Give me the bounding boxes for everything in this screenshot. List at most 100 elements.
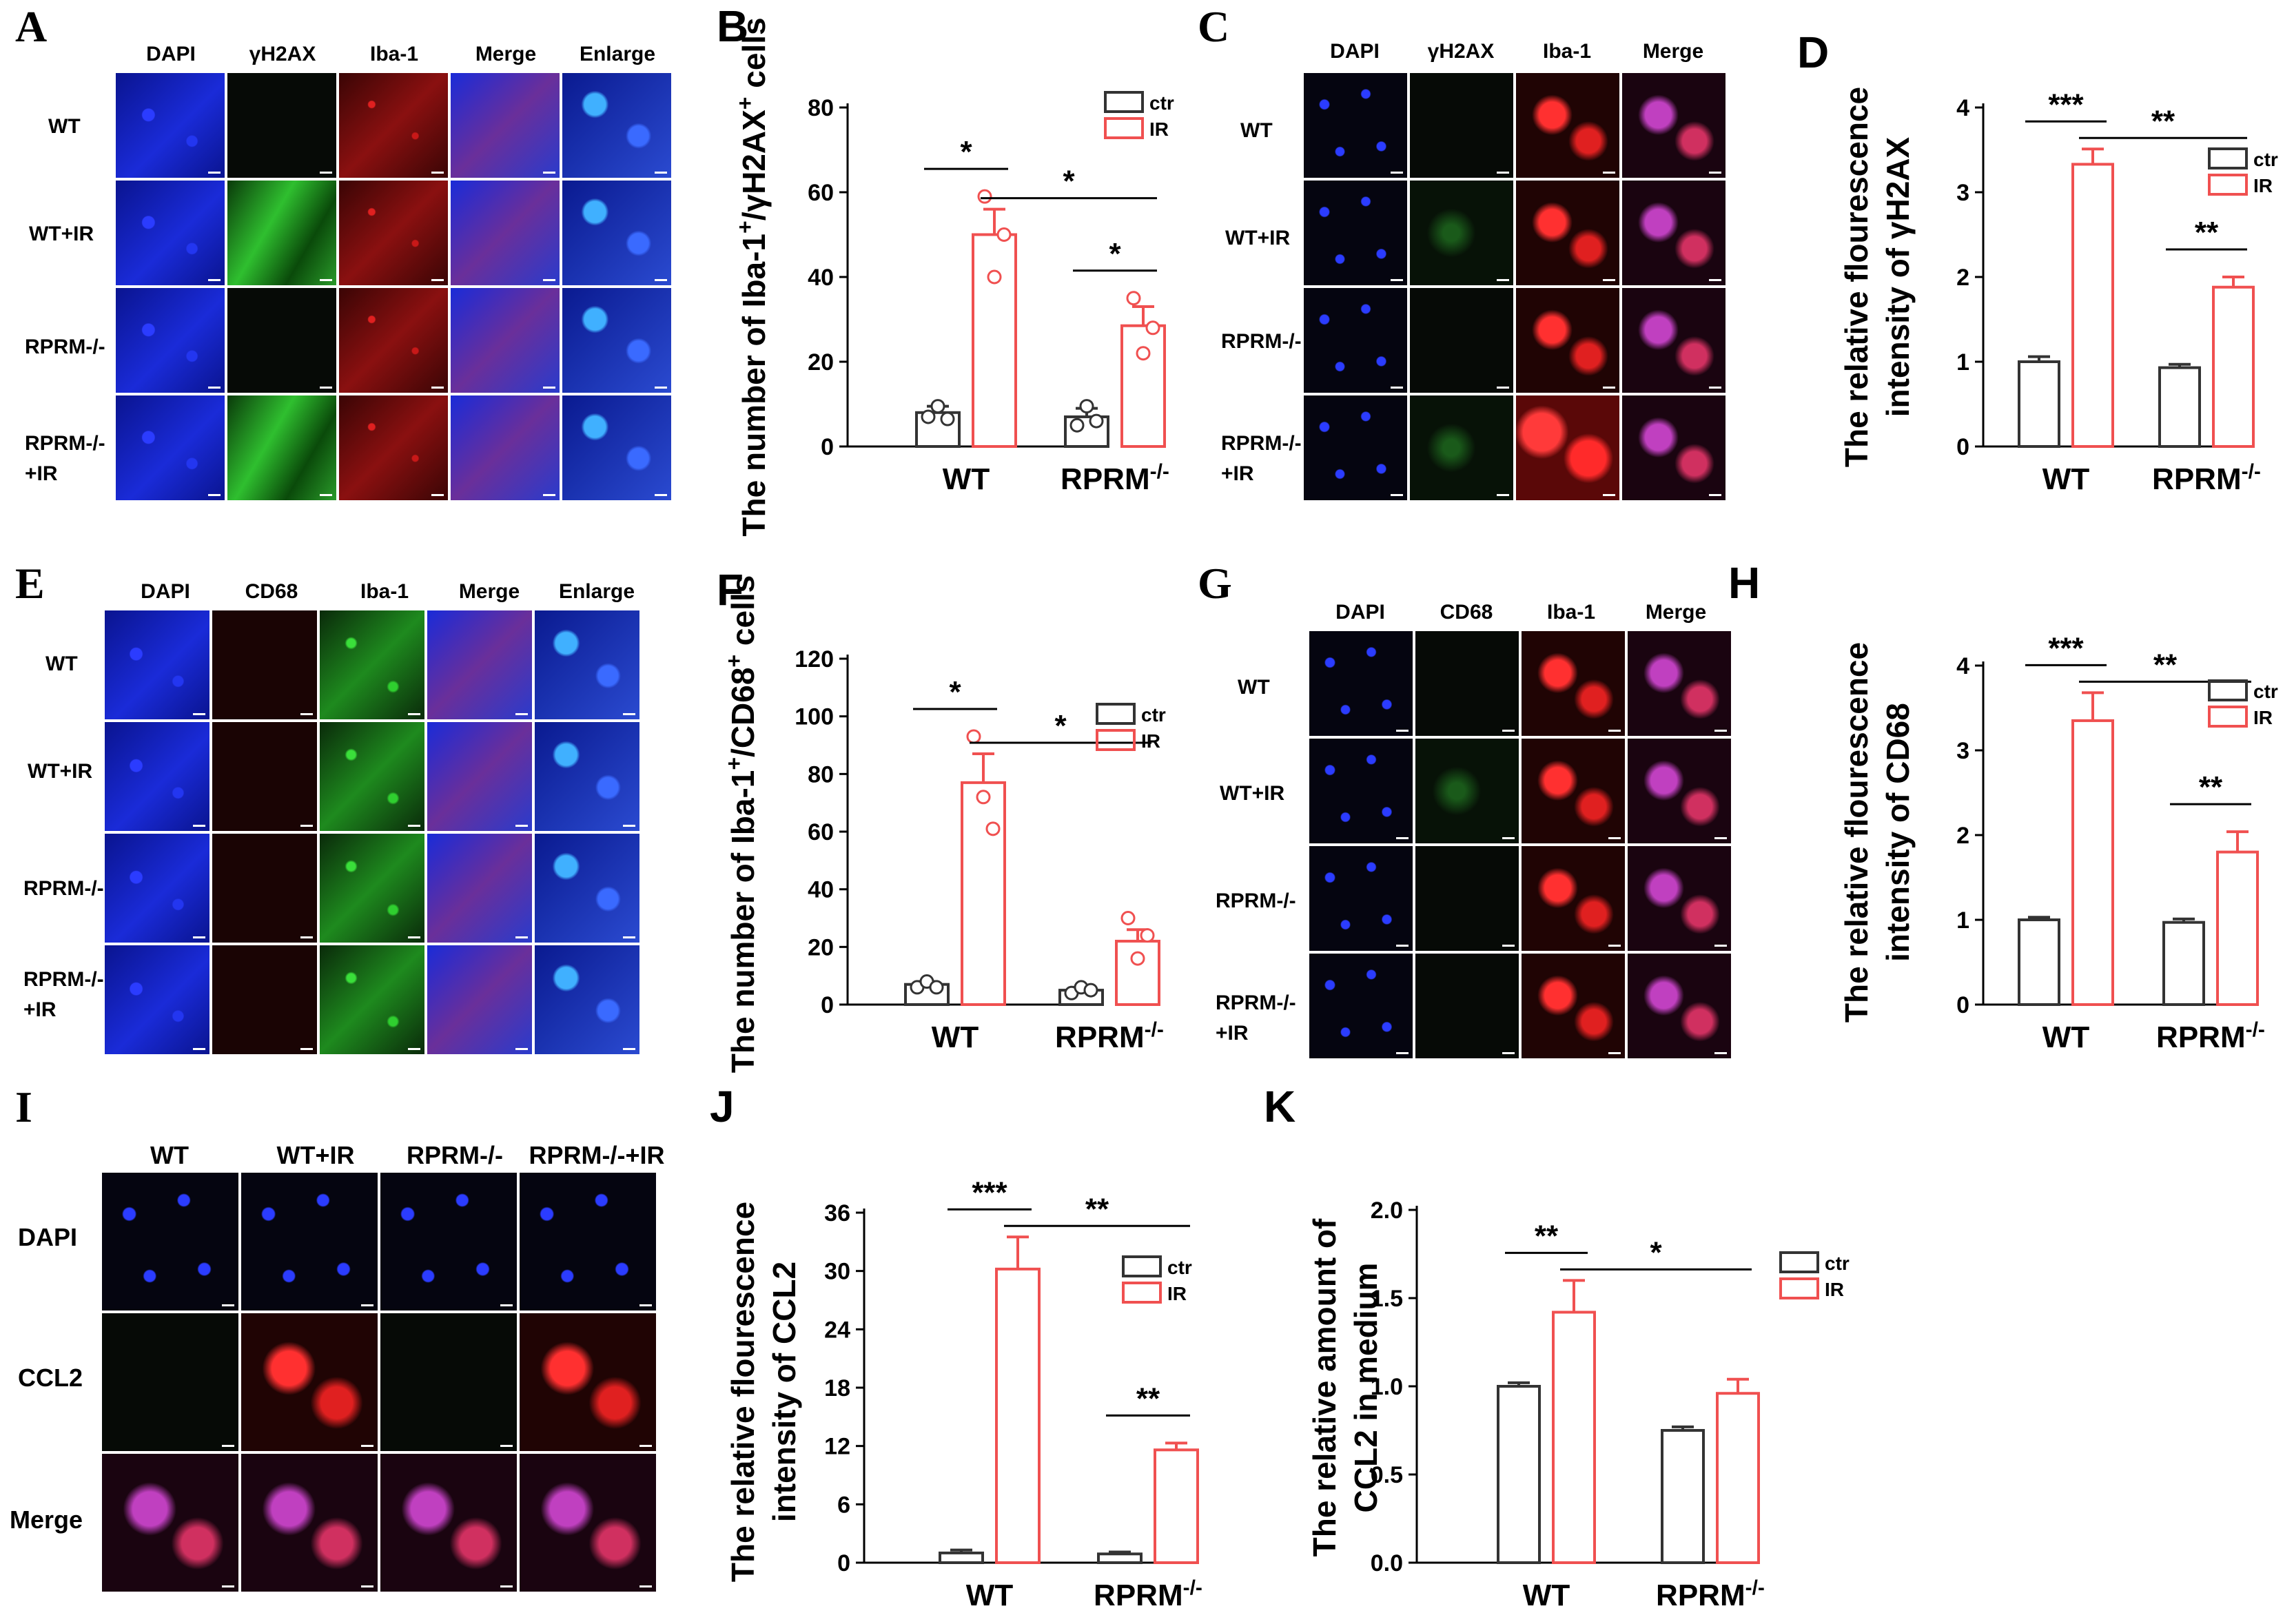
panel-a-image-r4-c3 [338, 394, 449, 502]
scale-bar [1603, 494, 1615, 496]
scale-bar [543, 387, 555, 389]
scale-bar [361, 1585, 373, 1587]
chart-d-x-tick-label: RPRM-/- [2152, 460, 2261, 497]
chart-h-significance-label: ** [2199, 770, 2223, 804]
chart-j-bar-rprm-ctr [1097, 1552, 1143, 1565]
scale-bar [623, 936, 635, 938]
panel-e-image-r3-c2 [211, 832, 318, 944]
col-header-dapi: DAPI [1335, 601, 1385, 624]
scale-bar [408, 825, 420, 827]
scale-bar [1603, 172, 1615, 174]
col-header-merge: Merge [458, 580, 520, 603]
panel-c-image-r1-c1 [1302, 72, 1409, 179]
panel-g-image-r2-c1 [1308, 737, 1414, 845]
panel-c-image-r4-c1 [1302, 394, 1409, 502]
chart-k-significance-label: * [1650, 1235, 1662, 1269]
scale-bar [1497, 387, 1509, 389]
chart-b-y-tick-label: 60 [808, 180, 834, 206]
scale-bar [431, 172, 444, 174]
chart-b-significance-label: * [1063, 165, 1075, 198]
scale-bar [193, 825, 205, 827]
chart-f-legend-swatch-ctr [1096, 703, 1136, 725]
chart-k-legend-label-ir: IR [1825, 1279, 1844, 1300]
panel-e-image-r2-c5 [533, 721, 641, 832]
row-label-rprm: RPRM-/- [1216, 890, 1296, 912]
panel-letter-e: E [15, 559, 45, 608]
scale-bar [361, 1304, 373, 1306]
row-label-wt: WT [45, 652, 78, 675]
panel-letter-f: F [717, 565, 744, 615]
chart-b-significance-label: * [960, 135, 972, 169]
panel-c-image-r1-c4 [1621, 72, 1727, 179]
panel-g-image-r3-c3 [1520, 845, 1626, 952]
scale-bar [320, 387, 332, 389]
chart-d-bar-rprm-ctr [2158, 366, 2201, 448]
chart-h-significance-label: *** [2048, 631, 2084, 665]
panel-a-image-r2-c3 [338, 179, 449, 287]
scale-bar [1709, 494, 1721, 496]
panel-c-image-r1-c3 [1515, 72, 1621, 179]
chart-h-bar-rprm-ir [2216, 850, 2259, 1006]
panel-i-image-r1-c3 [379, 1171, 518, 1312]
scale-bar [193, 936, 205, 938]
col-header-gh2ax: γH2AX [1427, 40, 1495, 63]
chart-d-ylabel-line2: intensity of γH2AX [1880, 136, 1916, 417]
panel-a-image-r3-c1 [114, 287, 226, 394]
panel-a-image-r2-c1 [114, 179, 226, 287]
chart-j-bar-wt-ir [995, 1267, 1041, 1565]
col-header-dapi: DAPI [146, 43, 196, 65]
chart-k-bar-rprm-ir [1716, 1392, 1760, 1564]
panel-e-image-r2-c2 [211, 721, 318, 832]
row-label-rprm-ir: RPRM-/- +IR [23, 968, 104, 1021]
chart-j-y-tick-label: 24 [824, 1317, 850, 1343]
chart-d-y-tick-label: 0 [1956, 434, 1969, 460]
panel-c-image-r3-c1 [1302, 287, 1409, 394]
panel-letter-k: K [1264, 1082, 1296, 1131]
panel-g-image-r4-c1 [1308, 952, 1414, 1060]
panel-i-image-r2-c3 [379, 1312, 518, 1452]
panel-a-image-r1-c5 [561, 72, 673, 179]
chart-b-data-point [1136, 346, 1151, 361]
row-label-rprm-ir: RPRM-/- +IR [1221, 432, 1302, 485]
chart-f-legend-swatch-ir [1096, 729, 1136, 751]
scale-bar [1709, 387, 1721, 389]
chart-b-data-point [1069, 418, 1085, 433]
panel-c-image-r4-c3 [1515, 394, 1621, 502]
scale-bar [1608, 1052, 1621, 1054]
panel-c-image-r2-c4 [1621, 179, 1727, 287]
panel-c-image-r2-c3 [1515, 179, 1621, 287]
scale-bar [1497, 279, 1509, 281]
chart-d-x-tick-label: WT [2042, 462, 2090, 496]
chart-j-x-tick-label: WT [966, 1579, 1014, 1612]
chart-f-data-point [1140, 928, 1155, 943]
scale-bar [639, 1445, 652, 1447]
scale-bar [320, 494, 332, 496]
col-header-merge: Merge [475, 43, 537, 65]
scale-bar [1714, 837, 1727, 839]
panel-e-image-r4-c1 [103, 944, 211, 1056]
scale-bar [1391, 494, 1403, 496]
chart-b-legend-swatch-ctr [1104, 91, 1144, 113]
col-header-rprm: RPRM-/- [407, 1141, 503, 1169]
panel-e-image-r3-c3 [318, 832, 426, 944]
chart-k-significance-label: ** [1535, 1219, 1559, 1253]
chart-d-bar-wt-ir [2071, 163, 2114, 448]
chart-h-legend-swatch-ir [2208, 706, 2248, 728]
panel-letter-a: A [15, 2, 48, 51]
panel-i-image-r2-c4 [518, 1312, 657, 1452]
chart-d-bar-wt-ctr [2018, 360, 2060, 448]
panel-e-image-r1-c1 [103, 609, 211, 721]
scale-bar [655, 172, 667, 174]
panel-g-image-r1-c2 [1414, 630, 1520, 737]
scale-bar [193, 1048, 205, 1050]
chart-h-significance-label: ** [2153, 648, 2178, 681]
col-header-cd68: CD68 [1440, 601, 1493, 624]
panel-c-image-r3-c3 [1515, 287, 1621, 394]
scale-bar [1497, 494, 1509, 496]
panel-letter-j: J [710, 1082, 735, 1131]
panel-c-image-r1-c2 [1409, 72, 1515, 179]
panel-a-image-r3-c3 [338, 287, 449, 394]
chart-h-legend-label-ctr: ctr [2253, 681, 2278, 702]
chart-k-x-tick-label: RPRM-/- [1656, 1576, 1765, 1613]
